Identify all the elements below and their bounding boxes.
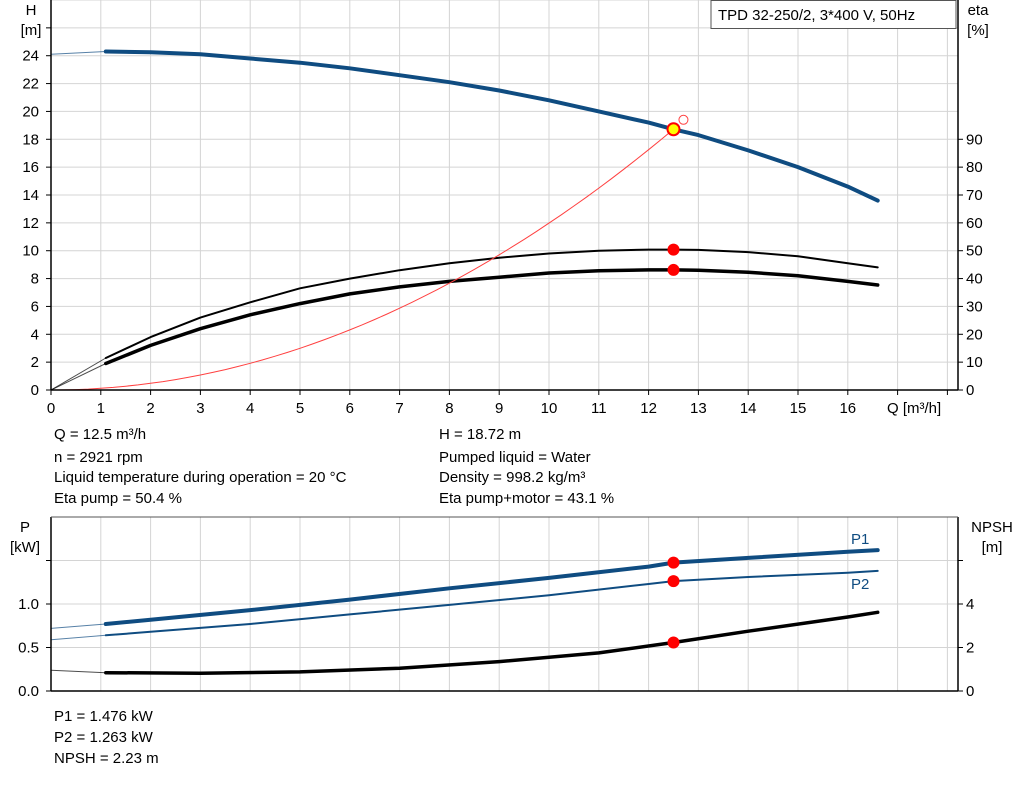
right-tick-label: 0 [966, 382, 974, 399]
duty-point-marker [666, 122, 681, 137]
right-tick-label: 40 [966, 271, 983, 288]
x-tick-label: 16 [839, 400, 856, 417]
duty-point-marker [667, 243, 680, 256]
eta-pump-extrapolated-curve [50, 357, 107, 391]
right-tick-label: 30 [966, 298, 983, 315]
head-curve [103, 49, 880, 203]
eta-axis-label: eta [968, 2, 990, 19]
info-p1: P1 = 1.476 kW [54, 708, 154, 725]
right-tick-label: 10 [966, 354, 983, 371]
x-tick-label: 4 [246, 400, 254, 417]
x-tick-label: 6 [346, 400, 354, 417]
p-axis-unit: [kW] [10, 539, 40, 556]
x-tick-label: 10 [541, 400, 558, 417]
npsh-axis-label: NPSH [971, 519, 1013, 536]
info-p2: P2 = 1.263 kW [54, 729, 154, 746]
h-axis-label: H [26, 2, 37, 19]
x-tick-label: 12 [640, 400, 657, 417]
x-tick-label: 14 [740, 400, 757, 417]
left-tick-label: 0.0 [18, 683, 39, 700]
left-tick-label: 16 [22, 159, 39, 176]
duty-point-marker [667, 636, 680, 649]
npsh-curve [104, 610, 880, 675]
system-curve [50, 128, 674, 391]
h-axis-unit: [m] [21, 22, 42, 39]
duty-point-marker [667, 575, 680, 588]
eta-axis-unit: [%] [967, 22, 989, 39]
p1-curve [103, 548, 880, 626]
info-n: n = 2921 rpm [54, 449, 143, 466]
left-tick-label: 10 [22, 243, 39, 260]
left-tick-label: 4 [31, 326, 39, 343]
left-tick-label: 8 [31, 271, 39, 288]
legend-box-text: TPD 32-250/2, 3*400 V, 50Hz [718, 7, 915, 24]
npsh-extrapolated-curve [50, 669, 106, 674]
p2-curve [104, 569, 879, 637]
eta-pump-motor-extrapolated-curve [50, 363, 107, 391]
x-tick-label: 0 [47, 400, 55, 417]
x-tick-label: 13 [690, 400, 707, 417]
x-tick-label: 7 [395, 400, 403, 417]
x-tick-label: 1 [97, 400, 105, 417]
right-tick-label: 50 [966, 243, 983, 260]
x-tick-label: 15 [790, 400, 807, 417]
left-tick-label: 0.5 [18, 640, 39, 657]
p-axis-label: P [20, 519, 30, 536]
left-tick-label: 18 [22, 131, 39, 148]
right-tick-label: 90 [966, 131, 983, 148]
right-tick-label: 80 [966, 159, 983, 176]
p2-series-label: P2 [851, 576, 869, 593]
left-tick-label: 14 [22, 187, 39, 204]
npsh-axis-unit: [m] [982, 539, 1003, 556]
right-tick-label: 0 [966, 683, 974, 700]
open-marker [678, 114, 689, 125]
left-tick-label: 22 [22, 76, 39, 93]
legend-box [710, 0, 957, 29]
p2-extrapolated-curve [50, 634, 106, 641]
p1-extrapolated-curve [50, 623, 106, 629]
p1-series-label: P1 [851, 531, 869, 548]
info-eta-pump-motor: Eta pump+motor = 43.1 % [439, 490, 614, 507]
head-extrapolated-curve [50, 51, 106, 55]
x-tick-label: 8 [445, 400, 453, 417]
duty-point-marker [667, 263, 680, 276]
x-tick-label: 9 [495, 400, 503, 417]
right-tick-label: 2 [966, 640, 974, 657]
duty-point-marker [667, 556, 680, 569]
left-tick-label: 1.0 [18, 596, 39, 613]
left-tick-label: 12 [22, 215, 39, 232]
info-npsh: NPSH = 2.23 m [54, 750, 159, 767]
eta-pump-motor-curve [104, 268, 880, 366]
right-tick-label: 60 [966, 215, 983, 232]
right-tick-label: 70 [966, 187, 983, 204]
left-tick-label: 6 [31, 298, 39, 315]
left-tick-label: 20 [22, 103, 39, 120]
eta-pump-curve [104, 248, 879, 359]
left-tick-label: 2 [31, 354, 39, 371]
left-tick-label: 0 [31, 382, 39, 399]
x-tick-label: 3 [196, 400, 204, 417]
x-tick-label: 5 [296, 400, 304, 417]
right-tick-label: 4 [966, 596, 974, 613]
info-h: H = 18.72 m [439, 426, 521, 443]
info-density: Density = 998.2 kg/m³ [439, 469, 585, 486]
x-tick-label: 2 [146, 400, 154, 417]
info-liquid: Pumped liquid = Water [439, 449, 591, 466]
q-axis-label: Q [m³/h] [887, 400, 941, 417]
x-tick-label: 11 [591, 400, 607, 417]
info-temp: Liquid temperature during operation = 20… [54, 469, 347, 486]
info-q: Q = 12.5 m³/h [54, 426, 146, 443]
info-eta-pump: Eta pump = 50.4 % [54, 490, 182, 507]
left-tick-label: 24 [22, 48, 39, 65]
right-tick-label: 20 [966, 326, 983, 343]
